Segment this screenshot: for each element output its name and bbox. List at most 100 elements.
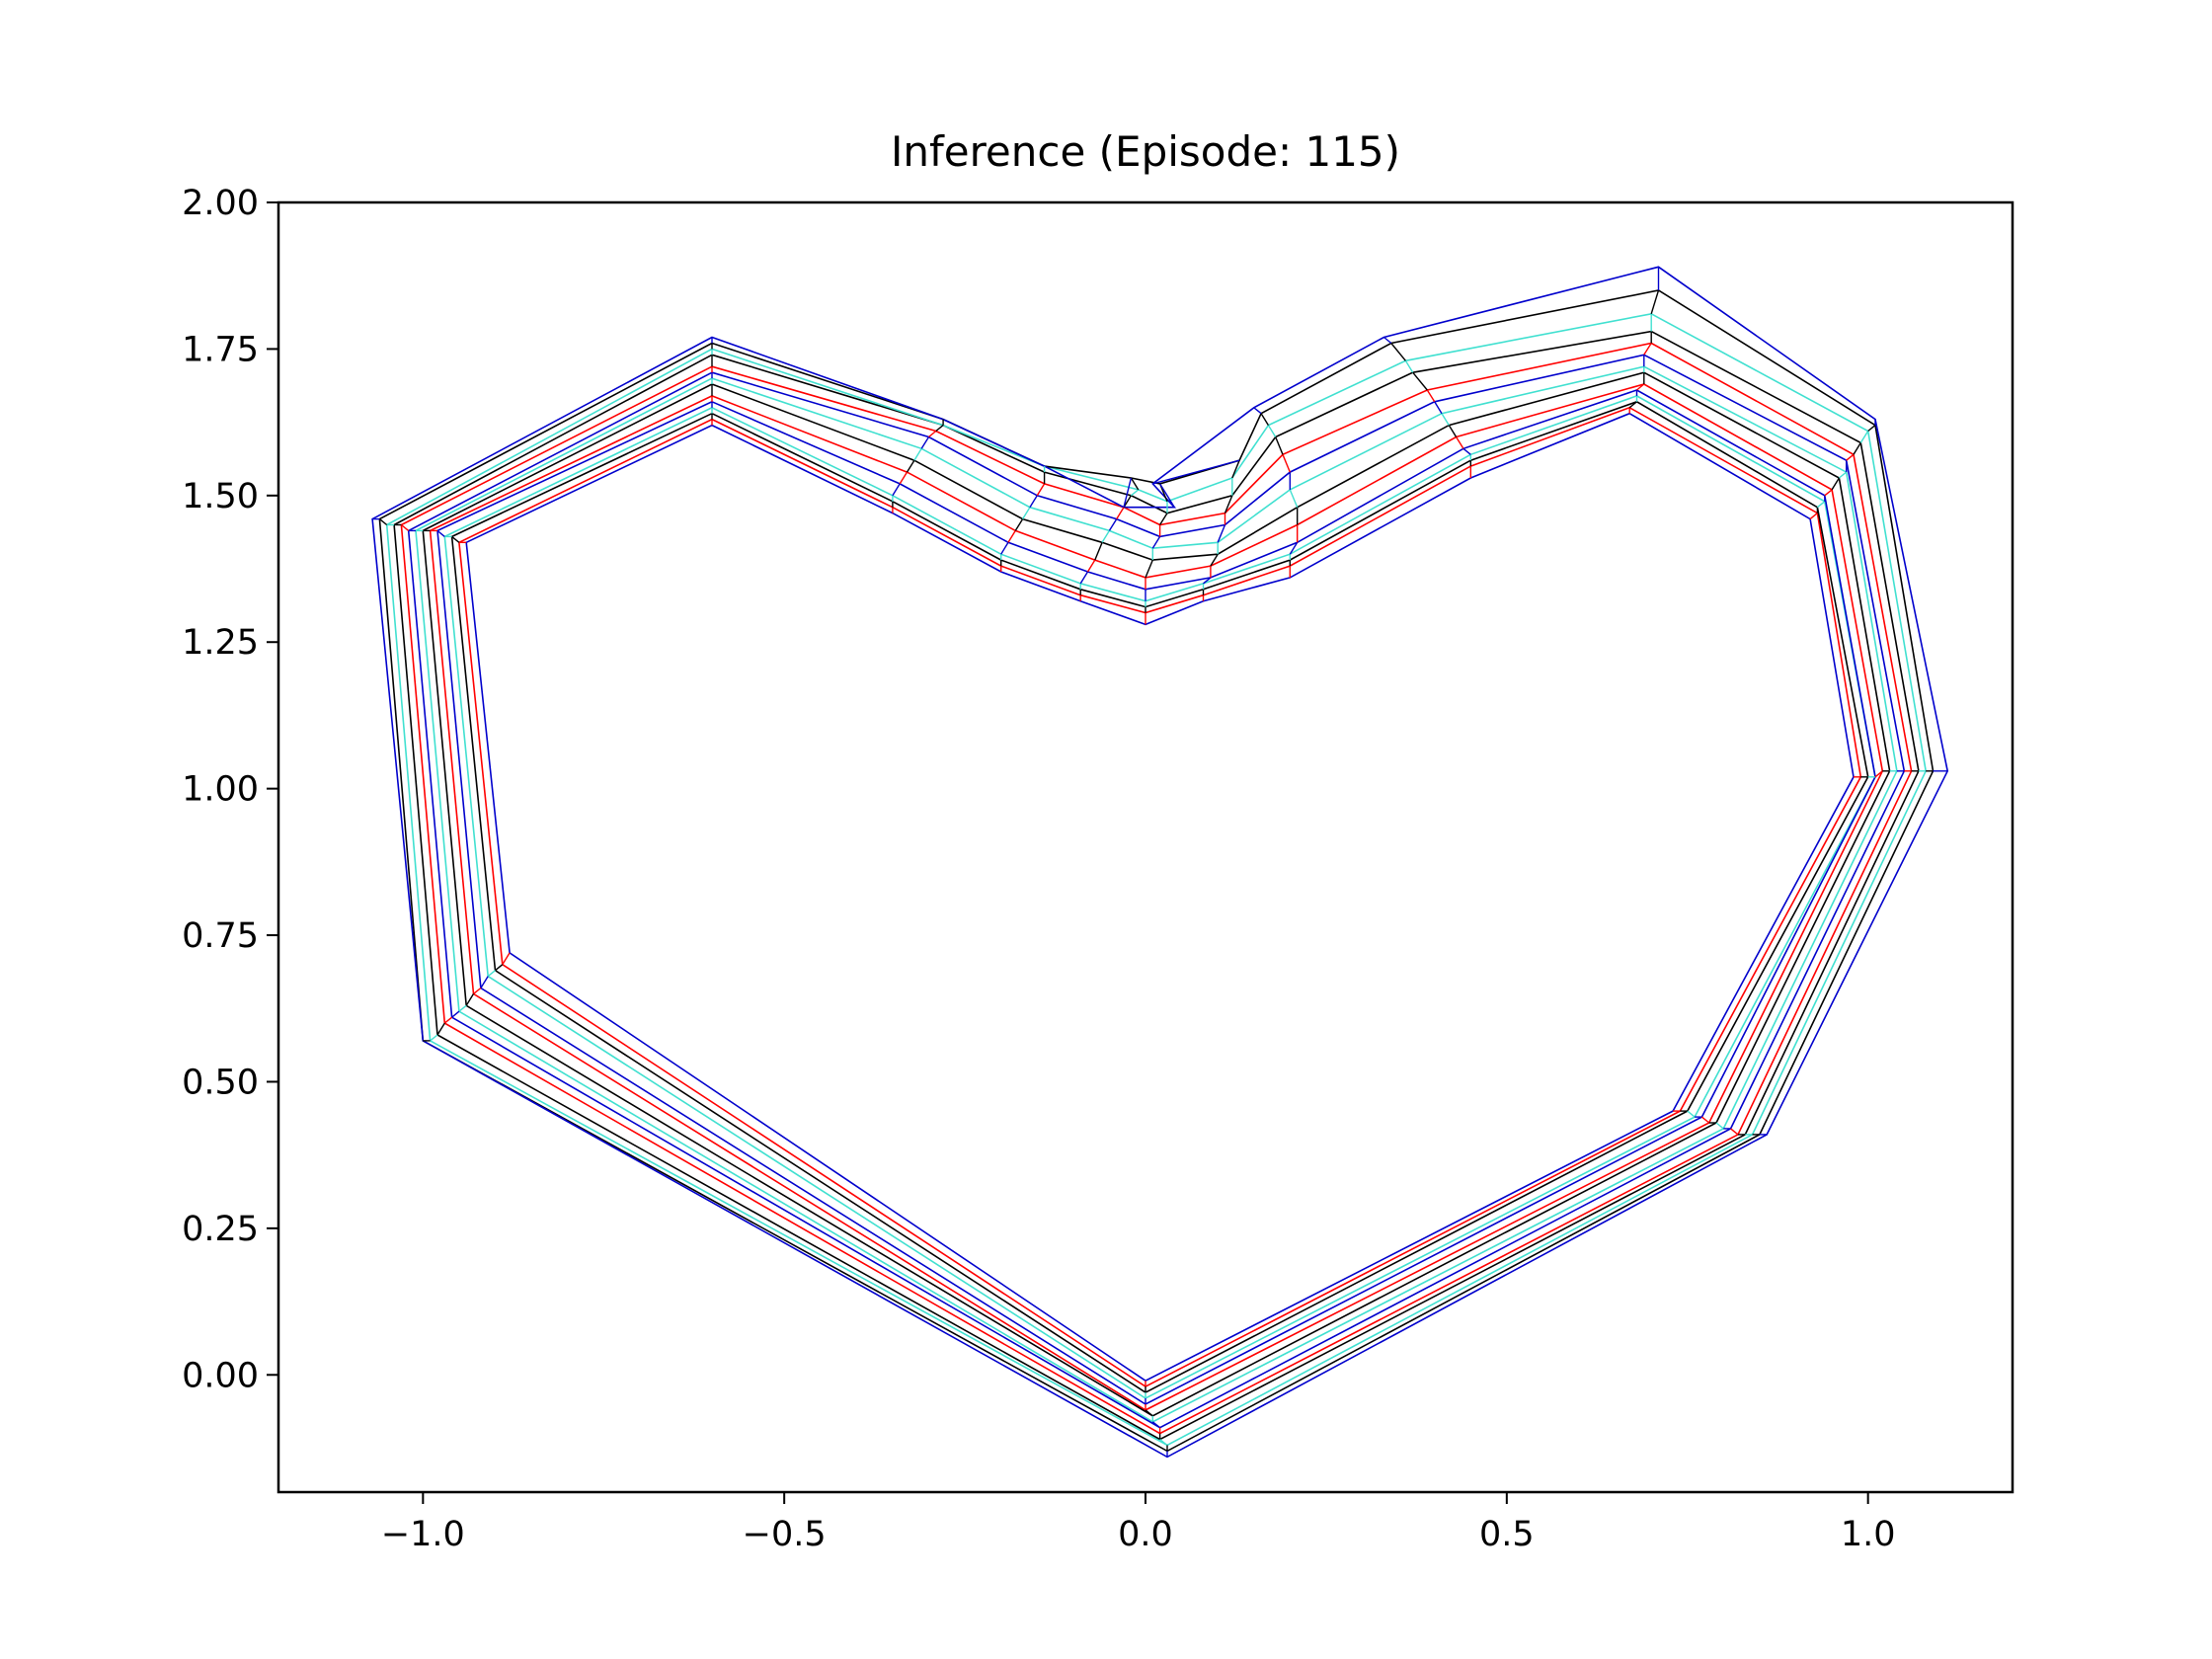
- vertex-connector: [1809, 513, 1818, 520]
- vertex-connector: [1260, 413, 1269, 426]
- y-tick-label: 1.75: [182, 330, 259, 369]
- series-line-7: [422, 371, 1891, 1417]
- vertex-connector: [1224, 495, 1233, 514]
- vertex-connector: [1108, 518, 1118, 531]
- vertex-connector: [495, 964, 504, 972]
- vertex-connector: [502, 952, 511, 966]
- x-tick-label: 0.0: [1118, 1515, 1173, 1554]
- vertex-connector: [451, 1010, 460, 1018]
- vertex-connector: [1086, 559, 1096, 573]
- vertex-connector: [1404, 359, 1414, 373]
- vertex-connector: [892, 483, 901, 497]
- vertex-connector: [1203, 577, 1212, 585]
- series-line-1: [465, 412, 1855, 1382]
- y-tick-label: 0.00: [182, 1356, 259, 1395]
- x-tick-label: 1.0: [1841, 1515, 1896, 1554]
- vertex-connector: [1730, 1128, 1739, 1136]
- vertex-connector: [928, 430, 937, 438]
- vertex-connector: [1101, 530, 1110, 543]
- vertex-connector: [1151, 536, 1161, 549]
- vertex-connector: [458, 1004, 467, 1012]
- vertex-connector: [1094, 542, 1103, 561]
- series-layer: [371, 266, 1949, 1459]
- vertex-connector: [1022, 507, 1031, 519]
- y-tick-label: 1.50: [182, 477, 259, 516]
- vertex-connector: [487, 970, 496, 978]
- y-axis: 0.00 0.25 0.50 0.75 1.00 1.25 1.50 1.75 2.00: [182, 184, 278, 1395]
- vertex-connector: [1007, 530, 1016, 543]
- y-tick-label: 2.00: [182, 184, 259, 223]
- series-line-14: [371, 266, 1949, 1459]
- vertex-connector: [1267, 425, 1277, 437]
- x-tick-label: −0.5: [743, 1515, 827, 1554]
- vertex-connector: [1036, 483, 1046, 497]
- vertex-connector: [1217, 524, 1226, 543]
- vertex-connector: [1275, 436, 1284, 455]
- vertex-connector: [1859, 431, 1869, 443]
- vertex-connector: [1700, 1116, 1710, 1124]
- vertex-connector: [436, 1022, 445, 1036]
- vertex-connector: [913, 447, 922, 461]
- vertex-connector: [1014, 518, 1024, 531]
- vertex-connector: [1687, 1110, 1696, 1118]
- vertex-connector: [1253, 407, 1262, 415]
- vertex-connector: [899, 471, 908, 485]
- vertex-connector: [1456, 436, 1464, 449]
- vertex-connector: [1838, 471, 1848, 479]
- vertex-connector: [443, 1016, 453, 1024]
- vertex-connector: [1462, 447, 1471, 455]
- vertex-connector: [1130, 489, 1140, 497]
- y-tick-label: 0.50: [182, 1063, 259, 1102]
- vertex-connector: [1383, 336, 1392, 345]
- vertex-connector: [1130, 477, 1140, 491]
- vertex-connector: [1152, 459, 1240, 485]
- vertex-connector: [1151, 1421, 1161, 1429]
- vertex-connector: [1079, 571, 1089, 585]
- vertex-connector: [1159, 1439, 1168, 1447]
- y-tick-label: 0.75: [182, 916, 259, 956]
- vertex-connector: [1448, 425, 1458, 437]
- series-line-9: [407, 354, 1906, 1429]
- plot-frame: [276, 200, 2014, 1494]
- vertex-connector: [1159, 513, 1168, 525]
- x-tick-label: 0.5: [1479, 1515, 1535, 1554]
- vertex-connector: [1426, 389, 1436, 403]
- vertex-connector: [1231, 459, 1240, 479]
- vertex-connector: [1390, 343, 1406, 361]
- vertex-connector: [400, 523, 410, 531]
- vertex-connector: [1824, 489, 1833, 497]
- vertex-connector: [1628, 401, 1637, 409]
- vertex-connector: [1282, 454, 1291, 473]
- chart-title: Inference (Episode: 115): [891, 127, 1400, 176]
- vertex-connector: [1715, 1122, 1724, 1130]
- vertex-connector: [1853, 442, 1861, 455]
- vertex-connector: [1846, 453, 1855, 461]
- vertex-connector: [1816, 501, 1826, 509]
- vertex-connector: [451, 535, 460, 543]
- series-line-10: [400, 342, 1913, 1435]
- vertex-connector: [1159, 483, 1175, 509]
- vertex-connector: [1289, 489, 1299, 508]
- vertex-connector: [1210, 553, 1219, 567]
- vertex-connector: [1874, 770, 1883, 778]
- series-line-5: [436, 389, 1876, 1405]
- y-tick-label: 1.25: [182, 623, 259, 663]
- vertex-connector: [1434, 401, 1443, 415]
- vertex-connector: [920, 436, 930, 449]
- series-line-3: [450, 400, 1869, 1394]
- vertex-connector: [1441, 413, 1450, 426]
- series-line-6: [429, 383, 1884, 1411]
- series-line-4: [443, 395, 1876, 1399]
- vertex-connector: [473, 987, 482, 994]
- vertex-connector: [480, 976, 489, 988]
- vertex-connector: [1000, 541, 1009, 555]
- vertex-connector: [1650, 289, 1660, 315]
- x-tick-label: −1.0: [381, 1515, 465, 1554]
- vertex-connector: [1867, 425, 1876, 433]
- vertex-connector: [430, 1034, 438, 1042]
- vertex-connector: [1029, 495, 1038, 509]
- series-line-8: [415, 365, 1898, 1423]
- vertex-connector: [1145, 1409, 1153, 1417]
- vertex-connector: [1123, 495, 1132, 509]
